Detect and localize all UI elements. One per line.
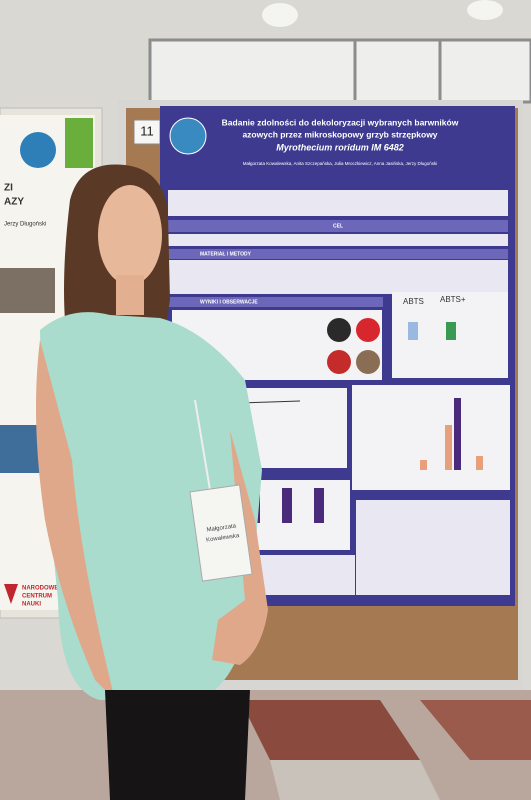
plate <box>327 350 351 374</box>
left-poster-text: ZI <box>4 183 13 194</box>
poster-logo <box>169 117 207 155</box>
bar <box>454 398 461 470</box>
floor-tile <box>240 700 420 760</box>
arm <box>212 430 268 665</box>
section-title: MATERIAŁ I METODY <box>200 251 252 257</box>
poster-species: Myrothecium roridum IM 6482 <box>276 142 404 152</box>
poster-title: azowych przez mikroskopowy grzyb strzępk… <box>242 129 437 139</box>
bar <box>476 456 483 470</box>
lamp <box>262 3 298 27</box>
left-poster-text: AZY <box>4 197 24 208</box>
number-sign-text: 11 <box>140 123 154 138</box>
section-header <box>168 297 383 307</box>
left-poster-band <box>65 118 93 168</box>
sponsor: NARODOWE <box>22 586 58 592</box>
section-title: WYNIKI I OBSERWACJE <box>200 299 258 305</box>
sponsor-logo <box>4 584 18 604</box>
blouse <box>40 312 262 700</box>
sponsor: CENTRUM <box>22 594 52 600</box>
floor-tile <box>270 760 440 800</box>
neck <box>116 275 144 315</box>
lamp <box>467 0 503 20</box>
plate <box>327 318 351 342</box>
sponsor: NAUKI <box>22 602 41 608</box>
floor-tile <box>420 700 531 760</box>
left-poster-author: Jerzy Długoński <box>4 222 46 228</box>
badge-name: Kowalewska <box>206 533 241 544</box>
section-title: CEL <box>333 223 343 229</box>
left-poster-image <box>0 268 55 313</box>
bar <box>282 488 292 523</box>
badge-name: Małgorzata <box>206 523 237 533</box>
trousers <box>105 690 250 800</box>
vial <box>408 322 418 340</box>
section-header <box>168 220 508 232</box>
lanyard <box>194 399 211 491</box>
section-header <box>168 249 508 259</box>
poster-authors: Małgorzata Kowalewska, Anita Szczepańska… <box>243 161 438 166</box>
badge <box>189 484 253 582</box>
bar <box>445 425 452 470</box>
bar <box>420 460 427 470</box>
bar <box>314 488 324 523</box>
vial <box>446 322 456 340</box>
plate <box>356 318 380 342</box>
text-box <box>356 500 510 595</box>
text-box <box>168 190 508 216</box>
text-box <box>168 260 508 294</box>
plate <box>356 350 380 374</box>
poster-title: Badanie zdolności do dekoloryzacji wybra… <box>222 117 459 127</box>
left-poster-logo <box>20 132 56 168</box>
abts-label: ABTS <box>403 297 424 306</box>
window <box>148 38 531 104</box>
face <box>98 185 162 285</box>
arm <box>36 340 115 700</box>
number-sign <box>133 119 161 145</box>
abts-label: ABTS+ <box>440 295 466 304</box>
bar-chart-box <box>352 385 510 490</box>
text-box <box>168 234 508 246</box>
